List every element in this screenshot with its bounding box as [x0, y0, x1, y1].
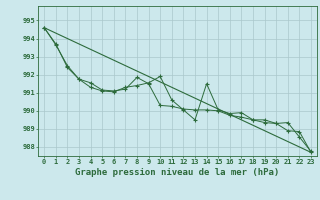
X-axis label: Graphe pression niveau de la mer (hPa): Graphe pression niveau de la mer (hPa): [76, 168, 280, 177]
